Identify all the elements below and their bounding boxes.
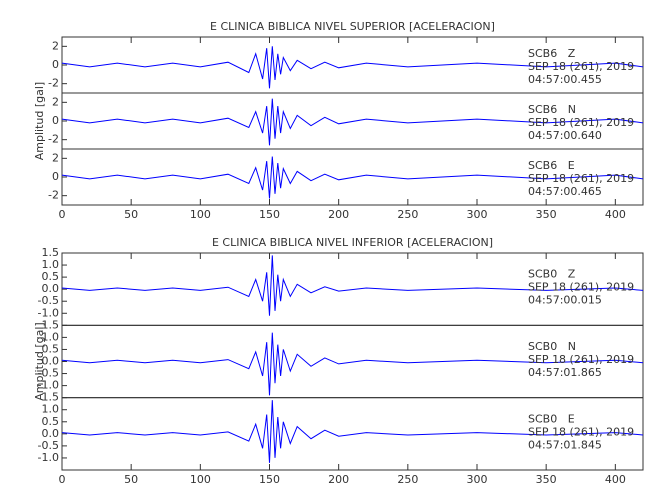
x-tick-label: 300 [467,473,488,486]
x-tick-label: 250 [397,473,418,486]
x-tick-label: 100 [190,208,211,221]
y-tick-label: 1.5 [42,318,60,331]
station-label: SCB0 N [528,340,576,353]
x-tick-label: 50 [124,473,138,486]
waveform [61,98,644,146]
y-tick-label: 2 [52,95,59,108]
date-label: SEP 18 (261), 2019 [528,172,634,185]
date-label: SEP 18 (261), 2019 [528,60,634,73]
station-label: SCB0 Z [528,268,576,281]
y-tick-label: 1.5 [42,246,60,259]
date-label: SEP 18 (261), 2019 [528,425,634,438]
x-tick-label: 350 [536,208,557,221]
x-tick-label: 250 [397,208,418,221]
y-axis-label: Amplitud [gal] [33,322,46,400]
x-tick-label: 300 [467,208,488,221]
x-tick-label: 150 [259,473,280,486]
y-tick-label: 1.0 [42,403,60,416]
y-tick-label: -2 [48,133,59,146]
station-label: SCB0 E [528,412,575,425]
time-label: 04:57:00.015 [528,294,602,307]
date-label: SEP 18 (261), 2019 [528,116,634,129]
y-tick-label: 0 [52,170,59,183]
y-tick-label: 0.0 [42,282,60,295]
date-label: SEP 18 (261), 2019 [528,281,634,294]
y-tick-label: 1.5 [42,391,60,404]
y-tick-label: -2 [48,189,59,202]
x-tick-label: 0 [59,473,66,486]
station-label: SCB6 E [528,159,575,172]
y-tick-label: 0.5 [42,415,60,428]
y-tick-label: -0.5 [38,367,59,380]
station-label: SCB6 N [528,103,576,116]
y-tick-label: 0 [52,58,59,71]
y-tick-label: -2 [48,77,59,90]
waveform [61,400,644,463]
y-tick-label: 2 [52,39,59,52]
y-tick-label: 0.5 [42,270,60,283]
x-tick-label: 200 [328,208,349,221]
x-tick-label: 400 [605,208,626,221]
x-tick-label: 400 [605,473,626,486]
y-tick-label: -1.0 [38,451,59,464]
y-axis-label: Amplitud [gal] [33,82,46,160]
waveform [61,156,644,199]
time-label: 04:57:00.465 [528,185,602,198]
y-tick-label: -1.0 [38,379,59,392]
date-label: SEP 18 (261), 2019 [528,353,634,366]
time-label: 04:57:00.455 [528,73,602,86]
y-tick-label: -1.0 [38,306,59,319]
chart-title: E CLINICA BIBLICA NIVEL INFERIOR [ACELER… [212,236,493,249]
y-tick-label: 2 [52,151,59,164]
station-label: SCB6 Z [528,47,576,60]
x-tick-label: 0 [59,208,66,221]
time-label: 04:57:01.845 [528,438,602,451]
y-tick-label: 0 [52,114,59,127]
waveform [61,255,644,316]
x-tick-label: 50 [124,208,138,221]
y-tick-label: 0.5 [42,342,60,355]
y-tick-label: 0.0 [42,427,60,440]
x-tick-label: 100 [190,473,211,486]
y-tick-label: 1.0 [42,330,60,343]
y-tick-label: -0.5 [38,439,59,452]
time-label: 04:57:01.865 [528,366,602,379]
waveform [61,332,644,396]
waveform [61,46,644,89]
y-tick-label: -0.5 [38,294,59,307]
chart-title: E CLINICA BIBLICA NIVEL SUPERIOR [ACELER… [210,20,495,33]
x-tick-label: 200 [328,473,349,486]
y-tick-label: 0.0 [42,355,60,368]
x-tick-label: 350 [536,473,557,486]
y-tick-label: 1.0 [42,258,60,271]
x-tick-label: 150 [259,208,280,221]
time-label: 04:57:00.640 [528,129,602,142]
